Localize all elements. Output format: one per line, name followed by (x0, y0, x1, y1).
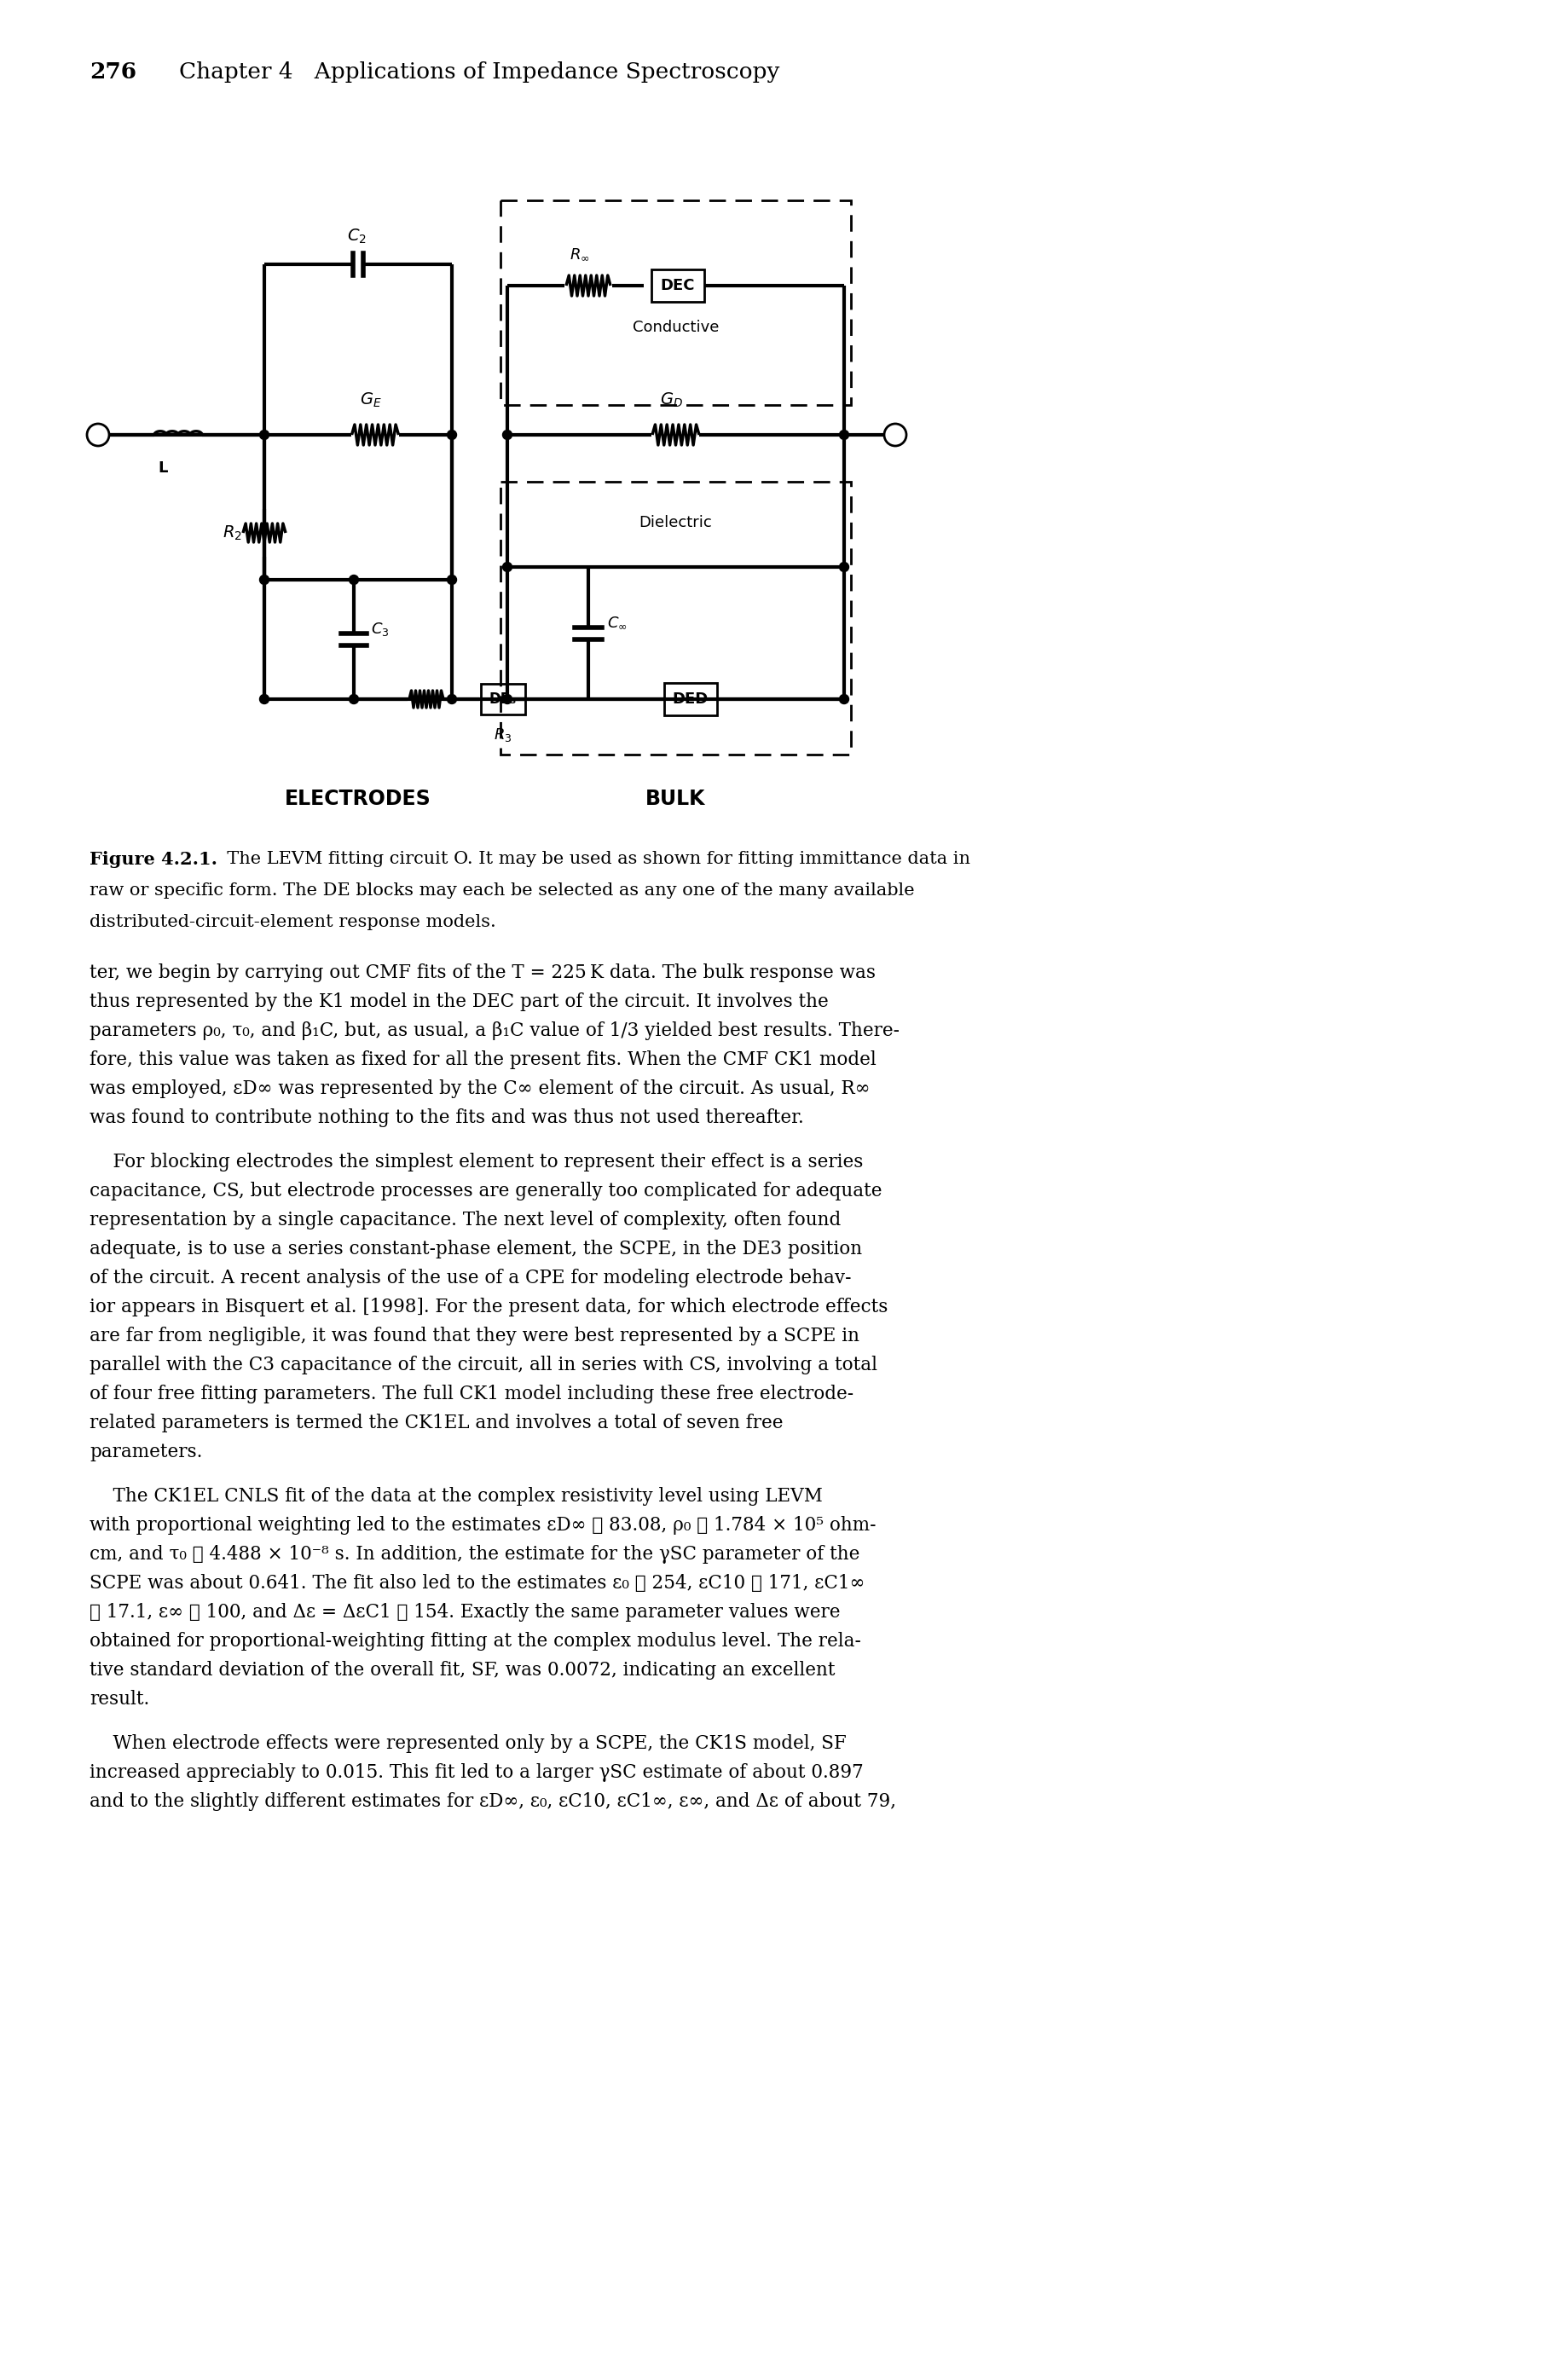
Text: Chapter 4   Applications of Impedance Spectroscopy: Chapter 4 Applications of Impedance Spec… (179, 62, 779, 83)
Text: parameters.: parameters. (89, 1443, 202, 1462)
Text: cm, and τ₀ ≅ 4.488 × 10⁻⁸ s. In addition, the estimate for the γSC parameter of : cm, and τ₀ ≅ 4.488 × 10⁻⁸ s. In addition… (89, 1545, 859, 1564)
Circle shape (260, 696, 270, 703)
Text: ELECTRODES: ELECTRODES (285, 788, 431, 809)
Circle shape (503, 696, 513, 703)
Circle shape (350, 575, 359, 584)
Text: DEC: DEC (660, 277, 695, 293)
Text: DE₃: DE₃ (489, 691, 517, 707)
Text: of four free fitting parameters. The full CK1 model including these free electro: of four free fitting parameters. The ful… (89, 1384, 853, 1403)
Circle shape (839, 431, 848, 440)
Text: $C_\infty$: $C_\infty$ (607, 615, 627, 629)
Text: $G_E$: $G_E$ (361, 390, 383, 409)
Text: ior appears in Bisquert et al. [1998]. For the present data, for which electrode: ior appears in Bisquert et al. [1998]. F… (89, 1297, 887, 1315)
Text: ter, we begin by carrying out CMF fits of the T = 225 K data. The bulk response : ter, we begin by carrying out CMF fits o… (89, 963, 875, 982)
Text: distributed-circuit-element response models.: distributed-circuit-element response mod… (89, 913, 495, 930)
Circle shape (839, 696, 848, 703)
Text: $C_2$: $C_2$ (347, 227, 367, 246)
Bar (665, 684, 717, 715)
Text: with proportional weighting led to the estimates εD∞ ≅ 83.08, ρ₀ ≅ 1.784 × 10⁵ o: with proportional weighting led to the e… (89, 1517, 877, 1536)
Text: $R_3$: $R_3$ (494, 726, 513, 743)
Circle shape (260, 575, 270, 584)
Circle shape (447, 696, 456, 703)
Text: Conductive: Conductive (632, 319, 720, 336)
Bar (481, 684, 525, 715)
Text: ≅ 17.1, ε∞ ≅ 100, and Δε = ΔεC1 ≅ 154. Exactly the same parameter values were: ≅ 17.1, ε∞ ≅ 100, and Δε = ΔεC1 ≅ 154. E… (89, 1602, 840, 1621)
Text: obtained for proportional-weighting fitting at the complex modulus level. The re: obtained for proportional-weighting fitt… (89, 1633, 861, 1651)
Text: L: L (158, 461, 168, 476)
Bar (500, 201, 851, 405)
Bar (500, 483, 851, 755)
Text: The CK1EL CNLS fit of the data at the complex resistivity level using LEVM: The CK1EL CNLS fit of the data at the co… (89, 1486, 823, 1505)
Text: DED: DED (673, 691, 709, 707)
Text: result.: result. (89, 1689, 149, 1708)
Text: representation by a single capacitance. The next level of complexity, often foun: representation by a single capacitance. … (89, 1211, 840, 1230)
Text: 276: 276 (89, 62, 136, 83)
Circle shape (503, 563, 513, 573)
Text: BULK: BULK (646, 788, 706, 809)
Text: $R_\infty$: $R_\infty$ (569, 246, 590, 263)
Text: $G_D$: $G_D$ (660, 390, 684, 409)
Text: capacitance, CS, but electrode processes are generally too complicated for adequ: capacitance, CS, but electrode processes… (89, 1181, 883, 1200)
Text: was employed, εD∞ was represented by the C∞ element of the circuit. As usual, R∞: was employed, εD∞ was represented by the… (89, 1079, 870, 1098)
Text: are far from negligible, it was found that they were best represented by a SCPE : are far from negligible, it was found th… (89, 1327, 859, 1346)
Text: and to the slightly different estimates for εD∞, ε₀, εC10, εC1∞, ε∞, and Δε of a: and to the slightly different estimates … (89, 1791, 897, 1810)
Circle shape (350, 696, 359, 703)
Text: Dielectric: Dielectric (640, 516, 712, 530)
Circle shape (447, 431, 456, 440)
Text: thus represented by the K1 model in the DEC part of the circuit. It involves the: thus represented by the K1 model in the … (89, 991, 828, 1010)
Text: raw or specific form. The DE blocks may each be selected as any one of the many : raw or specific form. The DE blocks may … (89, 883, 914, 899)
Text: parallel with the C3 capacitance of the circuit, all in series with CS, involvin: parallel with the C3 capacitance of the … (89, 1356, 878, 1375)
Circle shape (260, 431, 270, 440)
Text: of the circuit. A recent analysis of the use of a CPE for modeling electrode beh: of the circuit. A recent analysis of the… (89, 1268, 851, 1287)
Text: $C_3$: $C_3$ (372, 620, 389, 639)
Circle shape (839, 563, 848, 573)
Text: SCPE was about 0.641. The fit also led to the estimates ε₀ ≅ 254, εC10 ≅ 171, εC: SCPE was about 0.641. The fit also led t… (89, 1573, 866, 1592)
Text: increased appreciably to 0.015. This fit led to a larger γSC estimate of about 0: increased appreciably to 0.015. This fit… (89, 1763, 864, 1782)
Text: When electrode effects were represented only by a SCPE, the CK1S model, SF: When electrode effects were represented … (89, 1734, 847, 1753)
Text: $R_2$: $R_2$ (223, 523, 241, 542)
Text: The LEVM fitting circuit O. It may be used as shown for fitting immittance data : The LEVM fitting circuit O. It may be us… (216, 852, 971, 866)
Text: adequate, is to use a series constant-phase element, the SCPE, in the DE3 positi: adequate, is to use a series constant-ph… (89, 1240, 862, 1259)
Circle shape (503, 431, 513, 440)
Text: Figure 4.2.1.: Figure 4.2.1. (89, 852, 218, 868)
Text: For blocking electrodes the simplest element to represent their effect is a seri: For blocking electrodes the simplest ele… (89, 1152, 864, 1171)
Text: fore, this value was taken as fixed for all the present fits. When the CMF CK1 m: fore, this value was taken as fixed for … (89, 1051, 877, 1069)
Text: tive standard deviation of the overall fit, SF, was 0.0072, indicating an excell: tive standard deviation of the overall f… (89, 1661, 836, 1680)
Text: parameters ρ₀, τ₀, and β₁C, but, as usual, a β₁C value of 1/3 yielded best resul: parameters ρ₀, τ₀, and β₁C, but, as usua… (89, 1022, 900, 1041)
Text: was found to contribute nothing to the fits and was thus not used thereafter.: was found to contribute nothing to the f… (89, 1107, 804, 1126)
Text: related parameters is termed the CK1EL and involves a total of seven free: related parameters is termed the CK1EL a… (89, 1413, 782, 1431)
Bar (651, 270, 704, 303)
Circle shape (447, 575, 456, 584)
